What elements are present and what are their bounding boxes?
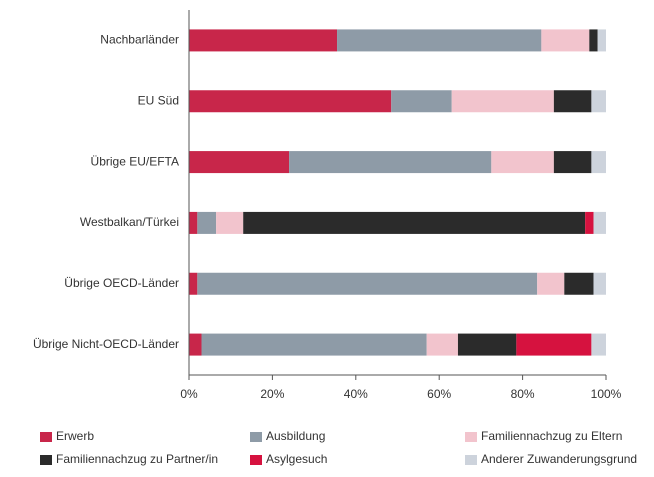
bar-segment [593,211,606,234]
legend-swatch [40,432,52,442]
bar-segment [289,151,492,174]
bar-segment [189,211,198,234]
bar-segment [391,90,452,113]
bar-segment [201,333,427,356]
bar-segment [216,211,244,234]
bar-segment [491,151,554,174]
bar-segment [337,29,542,52]
bar-segment [516,333,592,356]
legend-label: Asylgesuch [266,452,327,466]
bar-segment [593,272,606,295]
y-tick-label: Übrige OECD-Länder [64,276,179,290]
legend-label: Erwerb [56,429,94,443]
y-tick-label: EU Süd [138,93,179,107]
bar-segment [189,90,392,113]
bar-segment [189,151,290,174]
bar-segment [189,333,202,356]
y-tick-label: Übrige Nicht-OECD-Länder [33,337,179,351]
legend-label: Ausbildung [266,429,325,443]
bar-segment [537,272,565,295]
bar-segment [591,333,606,356]
bar-segment [457,333,517,356]
bar-segment [597,29,606,52]
legend-swatch [465,432,477,442]
legend-label: Familiennachzug zu Eltern [481,429,622,443]
bar-segment [591,90,606,113]
bar-segment [589,29,598,52]
bar-segment [585,211,594,234]
bar-segment [189,29,338,52]
legend-swatch [250,455,262,465]
x-tick-label: 0% [180,387,198,401]
y-tick-label: Übrige EU/EFTA [91,154,179,168]
x-tick-label: 40% [344,387,368,401]
x-tick-label: 60% [427,387,451,401]
bar-segment [197,272,538,295]
x-tick-label: 20% [260,387,284,401]
bar-segment [591,151,606,174]
bar-segment [197,211,217,234]
legend-label: Anderer Zuwanderungsgrund [481,452,637,466]
legend-swatch [465,455,477,465]
y-tick-label: Nachbarländer [100,33,179,47]
x-tick-label: 80% [511,387,535,401]
bar-segment [243,211,586,234]
legend-swatch [250,432,262,442]
legend-label: Familiennachzug zu Partner/in [56,452,218,466]
bar-segment [553,151,592,174]
bar-segment [564,272,594,295]
bar-segment [541,29,590,52]
bar-segment [553,90,592,113]
legend-swatch [40,455,52,465]
y-tick-label: Westbalkan/Türkei [80,215,179,229]
bar-segment [189,272,198,295]
bar-segment [426,333,458,356]
x-tick-label: 100% [591,387,622,401]
bar-segment [451,90,554,113]
